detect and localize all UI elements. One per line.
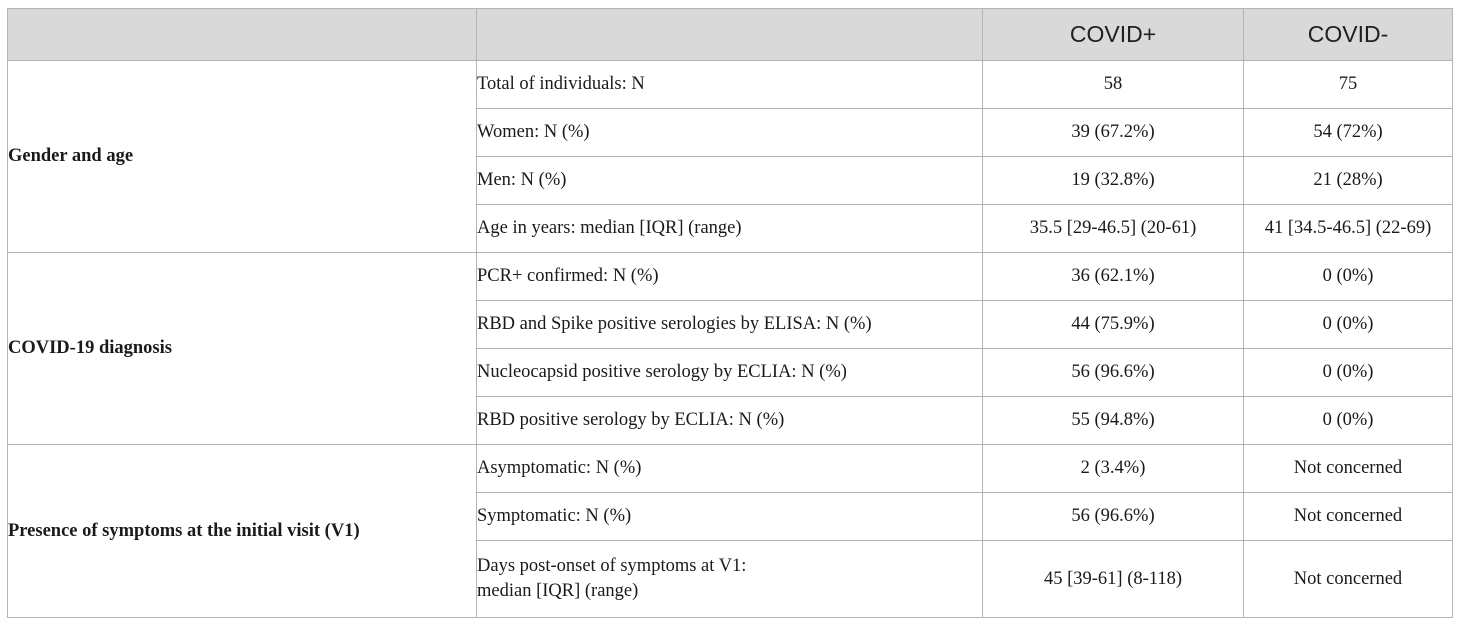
row-label-line1: Days post-onset of symptoms at V1: xyxy=(477,556,747,576)
covid-positive-value: 19 (32.8%) xyxy=(982,156,1244,205)
row-label: Days post-onset of symptoms at V1: media… xyxy=(476,540,983,618)
table-row: Symptomatic: N (%) 56 (96.6%) Not concer… xyxy=(8,492,1453,541)
header-covid-negative: COVID- xyxy=(1243,8,1453,61)
header-empty-label-cell xyxy=(476,8,983,61)
table-row: Age in years: median [IQR] (range) 35.5 … xyxy=(8,204,1453,253)
covid-negative-value: 0 (0%) xyxy=(1243,348,1453,397)
covid-negative-value: 54 (72%) xyxy=(1243,108,1453,157)
covid-positive-value: 35.5 [29-46.5] (20-61) xyxy=(982,204,1244,253)
table-row: Men: N (%) 19 (32.8%) 21 (28%) xyxy=(8,156,1453,205)
table-row: Days post-onset of symptoms at V1: media… xyxy=(8,540,1453,618)
covid-negative-value: 41 [34.5-46.5] (22-69) xyxy=(1243,204,1453,253)
table-row: Gender and age Total of individuals: N 5… xyxy=(7,60,1453,253)
demographics-table: COVID+ COVID- Gender and age Total of in… xyxy=(7,8,1453,618)
group-gender-age: Gender and age xyxy=(7,60,477,253)
covid-positive-value: 56 (96.6%) xyxy=(982,492,1244,541)
row-label: Nucleocapsid positive serology by ECLIA:… xyxy=(476,348,983,397)
covid-negative-value: 0 (0%) xyxy=(1243,300,1453,349)
covid-positive-value: 56 (96.6%) xyxy=(982,348,1244,397)
covid-positive-value: 2 (3.4%) xyxy=(982,444,1244,493)
header-covid-positive: COVID+ xyxy=(982,8,1244,61)
covid-negative-value: Not concerned xyxy=(1243,540,1453,618)
covid-negative-value: 0 (0%) xyxy=(1243,252,1453,301)
row-label: Age in years: median [IQR] (range) xyxy=(476,204,983,253)
row-label: RBD and Spike positive serologies by ELI… xyxy=(476,300,983,349)
row-label-line2: median [IQR] (range) xyxy=(477,581,639,601)
table-header-row: COVID+ COVID- xyxy=(7,8,1453,61)
table-row: Women: N (%) 39 (67.2%) 54 (72%) xyxy=(8,108,1453,157)
row-label: Men: N (%) xyxy=(476,156,983,205)
covid-negative-value: Not concerned xyxy=(1243,444,1453,493)
covid-positive-value: 44 (75.9%) xyxy=(982,300,1244,349)
covid-negative-value: 0 (0%) xyxy=(1243,396,1453,445)
row-label: PCR+ confirmed: N (%) xyxy=(476,252,983,301)
row-label: RBD positive serology by ECLIA: N (%) xyxy=(476,396,983,445)
covid-negative-value: 75 xyxy=(1243,60,1453,109)
covid-positive-value: 45 [39-61] (8-118) xyxy=(982,540,1244,618)
table-row: COVID-19 diagnosis PCR+ confirmed: N (%)… xyxy=(7,252,1453,445)
covid-positive-value: 39 (67.2%) xyxy=(982,108,1244,157)
covid-positive-value: 36 (62.1%) xyxy=(982,252,1244,301)
group-symptoms-v1: Presence of symptoms at the initial visi… xyxy=(7,444,477,618)
covid-positive-value: 58 xyxy=(982,60,1244,109)
covid-negative-value: 21 (28%) xyxy=(1243,156,1453,205)
row-label: Total of individuals: N xyxy=(476,60,983,109)
row-label: Asymptomatic: N (%) xyxy=(476,444,983,493)
table-row: RBD and Spike positive serologies by ELI… xyxy=(8,300,1453,349)
row-label: Women: N (%) xyxy=(476,108,983,157)
row-label: Symptomatic: N (%) xyxy=(476,492,983,541)
header-empty-group-cell xyxy=(7,8,477,61)
covid-negative-value: Not concerned xyxy=(1243,492,1453,541)
table-row: Presence of symptoms at the initial visi… xyxy=(7,444,1453,618)
covid-positive-value: 55 (94.8%) xyxy=(982,396,1244,445)
group-covid-diagnosis: COVID-19 diagnosis xyxy=(7,252,477,445)
table-row: RBD positive serology by ECLIA: N (%) 55… xyxy=(8,396,1453,445)
table-row: Nucleocapsid positive serology by ECLIA:… xyxy=(8,348,1453,397)
